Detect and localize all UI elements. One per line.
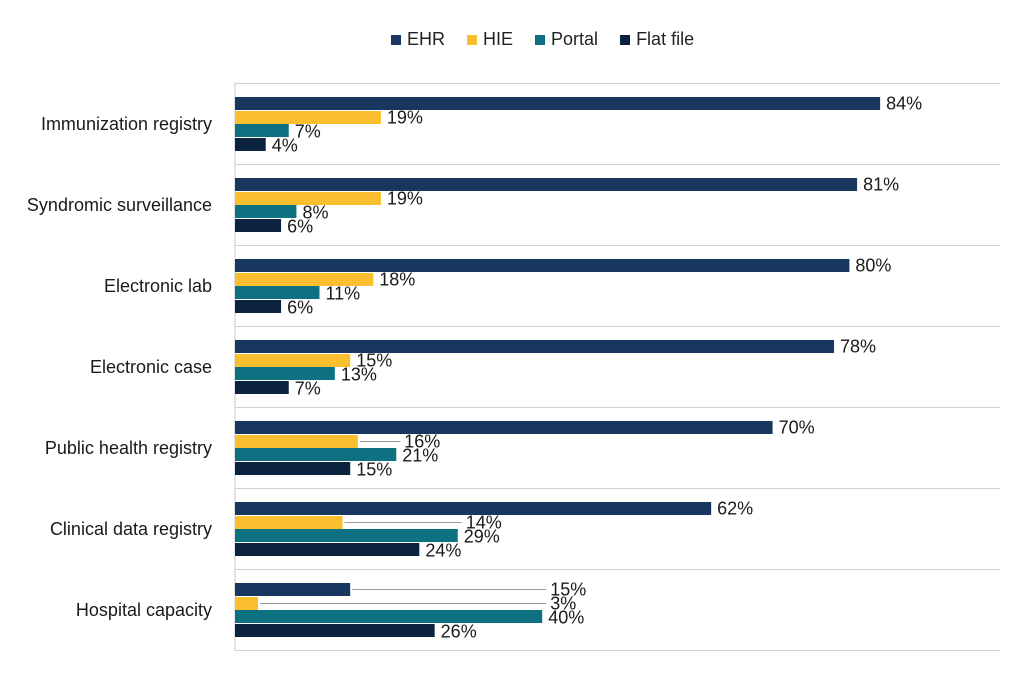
bar (235, 610, 543, 623)
bar (235, 205, 297, 218)
bar (235, 219, 282, 232)
bar (235, 286, 320, 299)
data-label: 14% (466, 513, 502, 533)
bar (235, 597, 259, 610)
legend-label: Portal (551, 29, 599, 49)
legend-item-3: Flat file (620, 29, 694, 50)
bar (235, 421, 773, 434)
legend-swatch (467, 34, 478, 45)
data-label: 80% (855, 256, 891, 276)
legend: EHR HIE Portal Flat file (391, 29, 716, 50)
bar (235, 300, 282, 313)
legend-label: Flat file (636, 29, 695, 49)
bar (235, 583, 351, 596)
category-label: Syndromic surveillance (27, 195, 212, 215)
bar (235, 367, 335, 380)
legend-item-0: EHR (391, 29, 445, 50)
data-label: 11% (325, 284, 360, 304)
data-label: 15% (550, 580, 586, 600)
legend-swatch (620, 34, 631, 45)
category-label: Hospital capacity (76, 600, 212, 620)
data-label: 19% (387, 189, 423, 209)
legend-item-1: HIE (467, 29, 513, 50)
bar (235, 273, 374, 286)
data-label: 7% (295, 122, 321, 142)
bar (235, 192, 381, 205)
legend-label: HIE (483, 29, 514, 49)
data-label: 4% (272, 136, 298, 156)
bar (235, 516, 343, 529)
data-label: 6% (287, 298, 313, 318)
data-label: 29% (464, 527, 500, 547)
data-label: 26% (441, 622, 477, 642)
bar (235, 381, 289, 394)
bar (235, 462, 351, 475)
category-label: Clinical data registry (50, 519, 212, 539)
data-label: 6% (287, 217, 313, 237)
category-label: Public health registry (45, 438, 212, 458)
category-label: Electronic case (90, 357, 212, 377)
bar (235, 543, 420, 556)
data-label: 70% (779, 418, 815, 438)
data-label: 3% (550, 594, 576, 614)
bar (235, 340, 835, 353)
data-label: 21% (402, 446, 438, 466)
bar (235, 124, 289, 137)
bar (235, 138, 266, 151)
data-label: 24% (425, 541, 461, 561)
bar (235, 97, 881, 110)
bar (235, 624, 435, 637)
data-label: 13% (341, 365, 377, 385)
legend-item-2: Portal (535, 29, 598, 50)
legend-swatch (391, 34, 401, 45)
data-label: 15% (356, 351, 392, 371)
category-label: Electronic lab (104, 276, 212, 296)
bar (235, 435, 358, 448)
data-label: 7% (295, 379, 321, 399)
data-label: 78% (840, 337, 876, 357)
data-label: 18% (379, 270, 415, 290)
bar (235, 529, 458, 542)
bar (235, 354, 351, 367)
bar (235, 502, 712, 515)
legend-swatch (535, 34, 546, 45)
data-label: 15% (356, 460, 392, 480)
data-label: 84% (886, 94, 922, 114)
category-label: Immunization registry (41, 114, 212, 134)
data-label: 16% (404, 432, 440, 452)
data-label: 19% (387, 108, 423, 128)
bar (235, 259, 850, 272)
data-label: 8% (302, 203, 328, 223)
bar (235, 178, 858, 191)
data-label: 62% (717, 499, 753, 519)
legend-label: EHR (407, 29, 446, 49)
data-label: 81% (863, 175, 899, 195)
data-label: 40% (548, 608, 584, 628)
bar (235, 448, 397, 461)
bar (235, 111, 381, 124)
